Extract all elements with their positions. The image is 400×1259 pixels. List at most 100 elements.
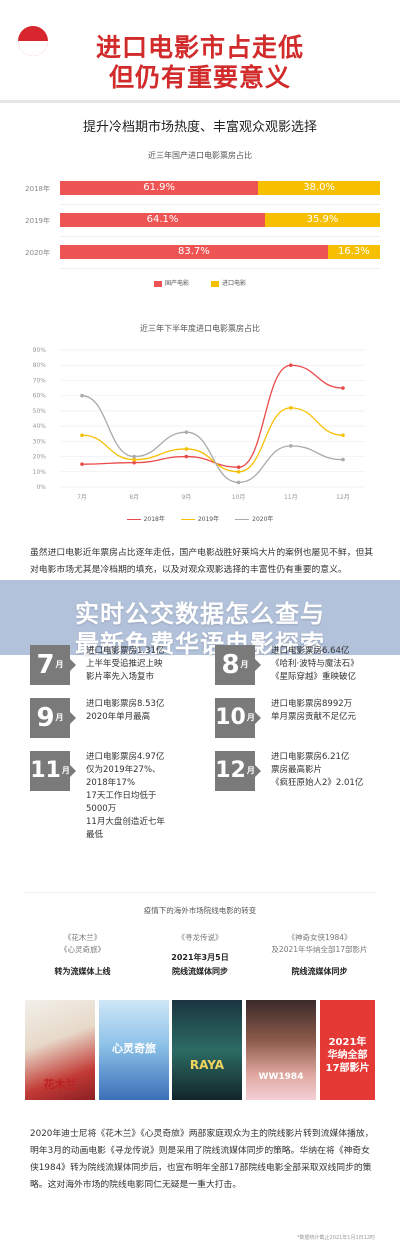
y-tick-label: 20% [33,454,47,461]
poster-raya: RAYA [172,1000,242,1100]
line-legend-item: 2019年 [180,516,220,523]
x-tick-label: 12月 [336,494,350,501]
month-description-line: 进口电影票房4.97亿 [86,752,165,762]
month-badge: 11月 [30,751,70,791]
month-description-line: 仅为2019年27%、 [86,765,161,775]
month-number: 10 [215,705,246,730]
line-chart-legend: 2018年 2019年 2020年 [0,514,400,523]
month-description-line: 进口电影票房1.31亿 [86,646,165,656]
month-unit: 月 [246,713,255,722]
y-tick-label: 80% [33,362,47,369]
poster-mulan-label: 花木兰 [43,1078,77,1091]
x-tick-label: 10月 [232,494,246,501]
series-point [236,480,241,485]
line-chart-title: 近三年下半年度进口电影票房占比 [140,324,260,333]
month-description-line: 进口电影票房6.64亿 [271,646,350,656]
bar-import: 16.3% [327,245,380,259]
month-description: 进口电影票房1.31亿 上半年受追推迟上映 影片率先入场复市 [86,645,206,684]
month-description: 进口电影票房8992万 单月票房贡献不足亿元 [271,698,391,724]
overlay-title-line1: 实时公交数据怎么查与 [75,600,325,628]
hero-header: 进口电影市占走低 但仍有重要意义 [0,0,400,100]
poster-raya-label: RAYA [189,1058,225,1072]
poster-wonder-woman-label: WW1984 [258,1072,304,1082]
series-point [80,393,84,398]
month-unit: 月 [246,766,255,775]
overlay-banner [0,580,400,655]
film-group-warner-mode: 院线流媒体同步 [291,967,348,976]
series-point [289,406,293,410]
x-tick-label: 7月 [77,494,87,501]
month-number: 8 [221,650,240,680]
month-description-line: 进口电影票房8992万 [271,699,353,709]
month-arrow-icon [70,712,76,724]
logo-icon [18,26,48,56]
month-badge: 8月 [215,645,255,685]
poster-mulan: 花木兰 [25,1000,95,1100]
film-group-raya-mode: 院线流媒体同步 [172,967,228,976]
paragraph-import-importance: 虽然进口电影近年票房占比逐年走低，国产电影战胜好莱坞大片的案例也屡见不鲜，但其对… [30,548,374,575]
bar-chart-legend: 国产电影 进口电影 [0,278,400,287]
month-description-line: 影片率先入场复市 [86,672,155,682]
month-description-line: 《哈利·波特与魔法石》 [271,659,359,669]
month-badge: 7月 [30,645,70,685]
line-legend-swatch [126,519,141,520]
bar-chart: 2018年 61.9% 38.0% 2019年 64.1% 35.9% 2020年 83.7%… [0,174,400,274]
hero-title-line2: 但仍有重要意义 [108,63,291,92]
month-arrow-icon [70,659,76,671]
series-point [236,465,241,470]
series-point [184,454,189,459]
y-tick-label: 50% [33,408,47,415]
series-point [80,462,84,466]
series-point [132,454,136,459]
month-description-line: 单月票房贡献不足亿元 [271,712,357,722]
month-number: 9 [36,703,55,733]
line-legend-swatch [235,519,250,520]
month-description-line: 17天工作日均低于 [86,791,157,801]
line-legend-swatch [180,519,195,520]
month-number: 7 [36,650,55,680]
month-badge: 10月 [215,698,255,738]
series-point [184,447,189,451]
series-line [81,407,344,473]
bar-gridline [60,268,380,269]
line-legend-label: 2020年 [252,516,274,523]
month-badge: 9月 [30,698,70,738]
series-point [132,460,136,465]
line-legend-label: 2019年 [197,516,220,523]
y-tick-label: 60% [33,393,47,400]
bar-import: 35.9% [265,213,380,227]
month-arrow-icon [70,765,76,777]
y-tick-label: 30% [33,438,47,445]
bar-domestic: 64.1% [60,213,266,227]
month-description-line: 进口电影票房8.53亿 [86,699,165,709]
film-group-raya-date: 2021年3月5日 [171,953,229,962]
bar-domestic: 83.7% [60,245,328,259]
films-divider [25,892,375,893]
month-description: 进口电影票房8.53亿 2020年单月最高 [86,698,206,724]
line-legend-item: 2020年 [235,516,273,523]
warner-card-line1: 2021年 [328,1037,367,1048]
line-legend-label: 2018年 [143,516,165,523]
bar-import: 38.0% [258,181,380,195]
bar-gridline [60,204,380,205]
month-description-line: 票房最高影片 [271,765,323,775]
month-unit: 月 [240,660,249,669]
y-tick-label: 70% [33,377,47,384]
month-badge: 12月 [215,751,255,791]
series-point [341,457,345,462]
warner-card: 2021年 华纳全部 17部影片 [320,1000,375,1100]
poster-wonder-woman: WW1984 [246,1000,316,1100]
month-description: 进口电影票房6.21亿 票房最高影片 《疯狂原始人2》2.01亿 [271,751,391,790]
footnote: *数据统计截止2021年1月1日12时 [297,1235,375,1241]
y-tick-label: 10% [33,469,47,476]
month-grid: 7月 进口电影票房1.31亿 上半年受追推迟上映 影片率先入场复市 8月 进口电影票房6.… [0,640,400,880]
month-unit: 月 [61,766,70,775]
series-point [80,433,84,438]
film-group-disney-mode: 转为流媒体上线 [54,967,111,976]
line-legend-item: 2018年 [126,516,165,523]
hero-title-line1: 进口电影市占走低 [95,33,304,62]
y-tick-label: 0% [36,484,46,491]
series-point [289,363,293,368]
poster-soul: 心灵奇旅 [99,1000,169,1100]
bar-domestic: 61.9% [60,181,259,195]
